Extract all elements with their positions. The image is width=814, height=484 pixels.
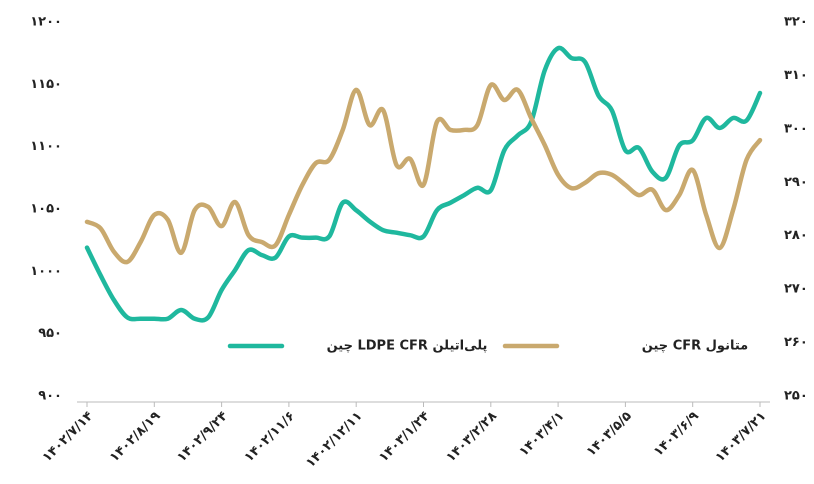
x-tick-label: ۱۴۰۲/۹/۲۴ bbox=[174, 409, 231, 466]
y-tick-label: ۱۱۰۰ bbox=[30, 139, 62, 154]
y-tick-label: ۱۱۵۰ bbox=[30, 77, 62, 92]
legend-label: متانول CFR چین bbox=[642, 339, 748, 354]
y2-tick-label: ۳۲۰ bbox=[784, 15, 808, 30]
x-tick-label: ۱۴۰۳/۷/۲۱ bbox=[713, 409, 770, 466]
y2-tick-label: ۲۸۰ bbox=[784, 228, 808, 243]
y2-tick-label: ۲۷۰ bbox=[784, 282, 808, 297]
series-line bbox=[84, 82, 763, 265]
y-tick-label: ۹۰۰ bbox=[38, 389, 62, 404]
x-tick-label: ۱۴۰۳/۵/۵ bbox=[584, 409, 635, 460]
x-tick-label: ۱۴۰۳/۱/۲۴ bbox=[376, 409, 433, 466]
x-tick-label: ۱۴۰۲/۱۱/۶ bbox=[242, 409, 299, 466]
x-tick-label: ۱۴۰۲/۱۲/۱۱ bbox=[303, 409, 365, 471]
x-tick-label: ۱۴۰۳/۶/۹ bbox=[651, 409, 702, 460]
y-tick-label: ۱۰۰۰ bbox=[30, 264, 62, 279]
y2-tick-label: ۲۹۰ bbox=[784, 175, 808, 190]
x-tick-label: ۱۴۰۳/۲/۲۸ bbox=[444, 409, 501, 466]
x-tick-label: ۱۴۰۲/۸/۱۹ bbox=[107, 409, 164, 466]
legend-label: پلی‌اتیلن LDPE CFR چین bbox=[327, 339, 488, 354]
y-tick-label: ۹۵۰ bbox=[38, 326, 62, 341]
y2-tick-label: ۳۱۰ bbox=[784, 68, 808, 83]
x-tick-label: ۱۴۰۳/۴/۱ bbox=[516, 409, 567, 460]
y2-tick-label: ۳۰۰ bbox=[784, 121, 808, 136]
series-line bbox=[84, 45, 763, 323]
y-tick-label: ۱۰۵۰ bbox=[30, 202, 62, 217]
x-tick-label: ۱۴۰۲/۷/۱۴ bbox=[40, 409, 97, 466]
y2-tick-label: ۲۵۰ bbox=[784, 389, 808, 404]
y2-tick-label: ۲۶۰ bbox=[784, 335, 808, 350]
y-tick-label: ۱۲۰۰ bbox=[30, 15, 62, 30]
